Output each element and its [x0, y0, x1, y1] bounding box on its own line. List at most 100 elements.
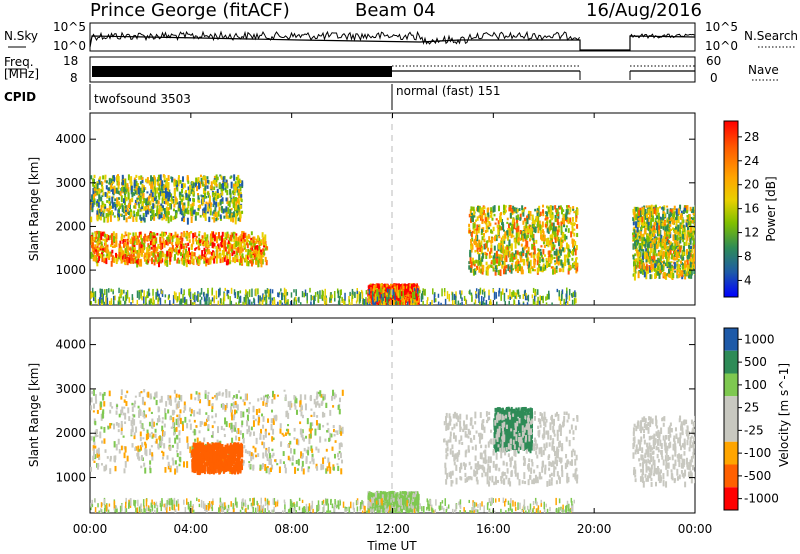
data-cell: [656, 257, 659, 264]
data-cell: [559, 249, 562, 256]
data-cell: [567, 252, 570, 259]
data-cell: [293, 289, 295, 293]
data-cell: [104, 233, 107, 238]
data-cell: [495, 257, 498, 264]
data-cell: [644, 227, 647, 232]
data-cell: [187, 260, 190, 265]
data-cell: [141, 200, 144, 208]
data-cell: [184, 208, 187, 213]
data-cell: [230, 248, 233, 253]
data-cell: [217, 210, 220, 217]
data-cell: [252, 249, 255, 254]
data-cell: [138, 243, 141, 247]
data-cell: [143, 258, 146, 262]
data-cell: [260, 260, 263, 268]
data-cell: [526, 234, 529, 239]
data-cell: [537, 248, 540, 252]
data-cell: [680, 255, 683, 259]
data-cell: [197, 177, 200, 182]
data-cell: [689, 261, 692, 268]
noise-right-label: N.Search: [744, 29, 798, 43]
data-cell: [168, 232, 171, 240]
data-cell: [564, 228, 567, 232]
data-cell: [117, 217, 120, 222]
data-cell: [231, 198, 234, 204]
data-cell: [196, 257, 199, 264]
data-cell: [295, 299, 298, 305]
cpid-row: CPID twofsound 3503 normal (fast) 151: [4, 84, 500, 110]
data-cell: [147, 288, 150, 294]
data-cell: [557, 251, 560, 256]
date-title: 16/Aug/2016: [586, 0, 702, 21]
data-cell: [482, 265, 485, 272]
data-cell: [129, 211, 132, 218]
data-cell: [565, 209, 568, 216]
data-cell: [181, 217, 184, 222]
data-cell: [668, 268, 671, 275]
data-cell: [110, 244, 113, 247]
data-cell: [646, 223, 649, 230]
data-cell: [633, 211, 636, 219]
data-cell: [632, 243, 635, 250]
data-cell: [240, 194, 243, 198]
data-cell: [168, 189, 171, 195]
data-cell: [500, 247, 503, 254]
data-cell: [124, 300, 126, 305]
data-cell: [475, 288, 478, 292]
data-cell: [575, 244, 578, 251]
data-cell: [255, 260, 258, 265]
data-cell: [134, 256, 137, 264]
data-cell: [124, 241, 127, 247]
data-cell: [649, 274, 652, 280]
data-cell: [556, 236, 559, 242]
data-cell: [677, 274, 680, 279]
data-cell: [121, 258, 124, 263]
data-cell: [137, 188, 140, 195]
data-cell: [147, 253, 150, 259]
data-cell: [682, 267, 685, 272]
data-cell: [273, 299, 276, 305]
data-cell: [674, 226, 677, 230]
data-cell: [106, 246, 109, 254]
data-cell: [633, 265, 636, 273]
data-cell: [109, 300, 111, 305]
data-cell: [558, 241, 561, 247]
data-cell: [511, 211, 514, 216]
data-cell: [169, 250, 172, 254]
data-cell: [162, 183, 165, 189]
data-cell: [476, 224, 479, 231]
data-cell: [160, 259, 163, 264]
data-cell: [648, 241, 651, 248]
data-cell: [498, 205, 501, 212]
data-cell: [111, 240, 114, 246]
data-cell: [159, 174, 162, 181]
data-cell: [126, 183, 129, 189]
data-cell: [550, 243, 553, 248]
data-cell: [325, 297, 328, 305]
data-cell: [176, 259, 179, 264]
data-cell: [132, 191, 135, 195]
data-cell: [116, 213, 119, 218]
data-cell: [133, 247, 136, 254]
data-cell: [191, 205, 194, 211]
data-cell: [101, 256, 104, 263]
data-cell: [230, 208, 233, 211]
data-cell: [192, 295, 195, 301]
data-cell: [648, 229, 651, 233]
data-cell: [536, 289, 539, 295]
data-cell: [215, 174, 218, 180]
data-cell: [148, 248, 151, 252]
data-cell: [229, 193, 232, 199]
data-cell: [446, 291, 449, 300]
data-cell: [568, 295, 571, 301]
data-cell: [229, 244, 232, 252]
data-cell: [215, 194, 218, 202]
data-cell: [677, 247, 680, 250]
data-cell: [223, 257, 226, 262]
data-cell: [104, 203, 107, 208]
data-cell: [187, 180, 190, 184]
data-cell: [163, 207, 166, 213]
data-cell: [104, 175, 107, 180]
data-cell: [169, 235, 172, 240]
data-cell: [496, 301, 498, 305]
